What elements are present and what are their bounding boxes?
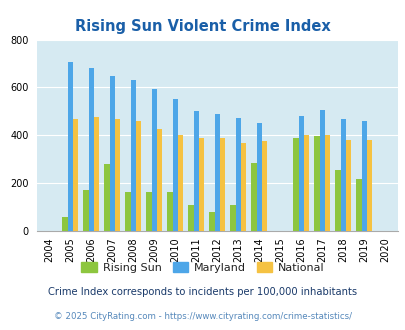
Bar: [313, 137, 319, 231]
Bar: [366, 140, 371, 231]
Bar: [115, 118, 120, 231]
Bar: [156, 129, 162, 231]
Text: © 2025 CityRating.com - https://www.cityrating.com/crime-statistics/: © 2025 CityRating.com - https://www.city…: [54, 312, 351, 321]
Bar: [251, 163, 256, 231]
Bar: [83, 190, 88, 231]
Bar: [188, 205, 193, 231]
Bar: [193, 112, 198, 231]
Bar: [230, 205, 235, 231]
Bar: [261, 141, 266, 231]
Bar: [319, 110, 324, 231]
Text: Rising Sun Violent Crime Index: Rising Sun Violent Crime Index: [75, 19, 330, 34]
Bar: [298, 116, 303, 231]
Bar: [104, 164, 109, 231]
Bar: [361, 121, 366, 231]
Bar: [67, 62, 72, 231]
Bar: [151, 89, 156, 231]
Bar: [256, 123, 261, 231]
Bar: [88, 68, 94, 231]
Bar: [235, 118, 240, 231]
Bar: [345, 140, 350, 231]
Bar: [167, 191, 172, 231]
Bar: [198, 138, 204, 231]
Bar: [72, 118, 78, 231]
Bar: [209, 212, 214, 231]
Bar: [303, 135, 308, 231]
Bar: [340, 118, 345, 231]
Text: Crime Index corresponds to incidents per 100,000 inhabitants: Crime Index corresponds to incidents per…: [48, 287, 357, 297]
Bar: [214, 114, 219, 231]
Bar: [130, 80, 135, 231]
Bar: [356, 179, 361, 231]
Bar: [240, 144, 245, 231]
Bar: [219, 138, 224, 231]
Bar: [335, 170, 340, 231]
Bar: [135, 121, 141, 231]
Bar: [62, 217, 67, 231]
Bar: [172, 99, 177, 231]
Bar: [125, 191, 130, 231]
Legend: Rising Sun, Maryland, National: Rising Sun, Maryland, National: [77, 258, 328, 277]
Bar: [293, 138, 298, 231]
Bar: [146, 191, 151, 231]
Bar: [177, 135, 183, 231]
Bar: [109, 76, 115, 231]
Bar: [324, 135, 329, 231]
Bar: [94, 117, 99, 231]
